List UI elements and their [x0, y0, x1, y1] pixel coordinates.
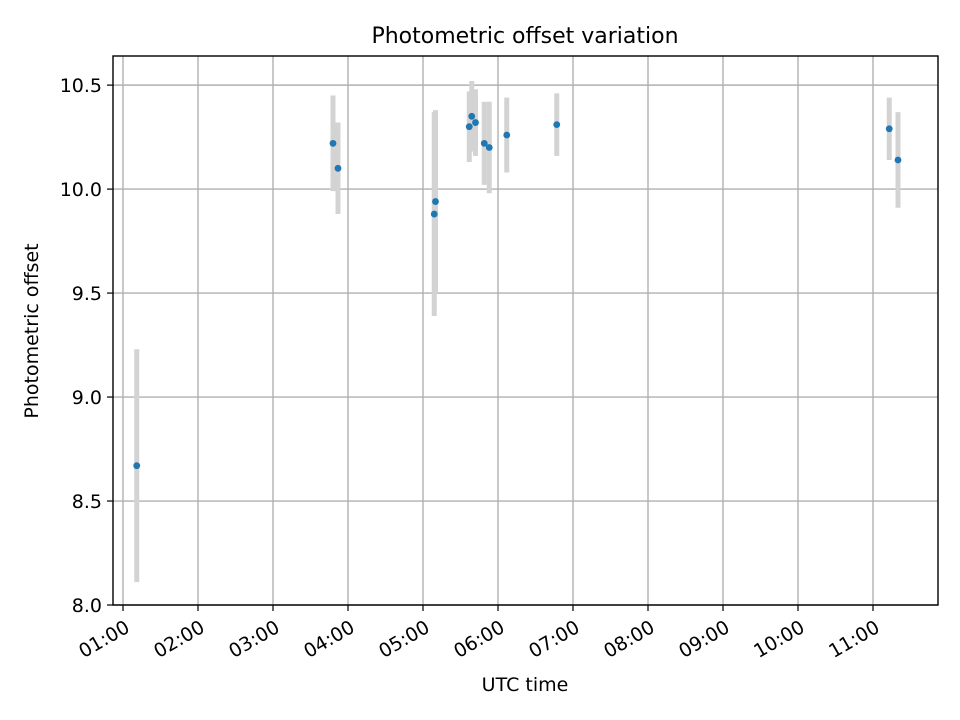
data-point [432, 198, 439, 205]
y-tick-label: 10.0 [60, 179, 102, 201]
y-axis-label: Photometric offset [21, 243, 43, 418]
x-axis-label: UTC time [482, 674, 569, 696]
data-point [468, 112, 476, 120]
data-point [503, 131, 511, 139]
data-point [334, 164, 342, 172]
x-tick-label: 04:00 [300, 616, 358, 662]
data-point [472, 119, 479, 126]
x-tick-label: 11:00 [825, 616, 883, 662]
x-tick-label: 02:00 [150, 616, 208, 662]
data-point [430, 210, 438, 218]
chart-title: Photometric offset variation [371, 24, 678, 49]
x-tick-label: 10:00 [750, 616, 808, 662]
x-tick-label: 05:00 [375, 616, 433, 662]
y-tick-label: 10.5 [60, 75, 102, 97]
plot-frame [112, 55, 939, 606]
data-point [480, 139, 488, 147]
data-point [885, 125, 893, 133]
error-bars [134, 80, 901, 583]
x-tick-label: 08:00 [600, 616, 658, 662]
x-axis-ticks: 01:00 02:00 03:00 04:00 05:00 06:00 07:00 08:00… [75, 605, 884, 663]
x-tick-label: 03:00 [225, 616, 283, 662]
data-point [485, 144, 493, 151]
x-tick-label: 09:00 [675, 616, 733, 662]
y-tick-label: 9.0 [72, 387, 102, 409]
data-point [133, 462, 141, 470]
y-tick-label: 8.5 [72, 491, 102, 513]
y-tick-label: 9.5 [72, 283, 102, 305]
grid [113, 56, 938, 606]
data-point [894, 156, 902, 164]
y-tick-label: 8.0 [72, 595, 102, 617]
data-points [133, 112, 902, 470]
x-tick-label: 01:00 [75, 616, 133, 662]
y-axis-ticks: 8.0 8.5 9.0 9.5 10.0 10.5 [60, 75, 113, 617]
data-point [329, 139, 337, 147]
x-tick-label: 07:00 [525, 616, 583, 662]
x-tick-label: 06:00 [450, 616, 508, 662]
data-point [465, 123, 473, 131]
data-point [553, 121, 561, 129]
